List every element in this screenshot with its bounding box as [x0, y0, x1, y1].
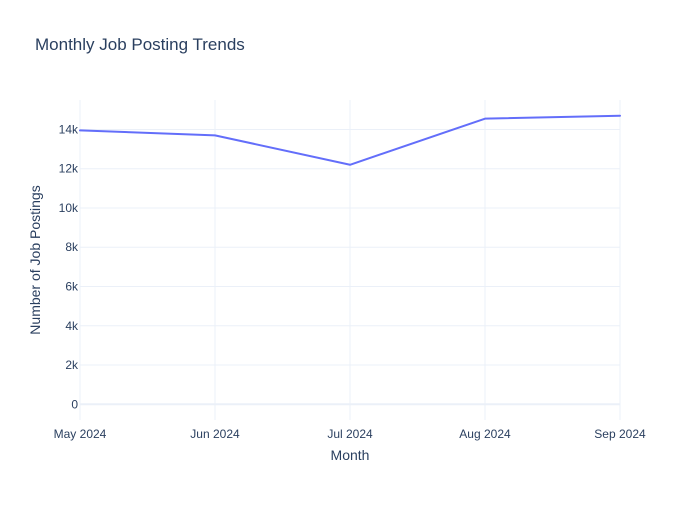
- y-tick-label: 8k: [65, 240, 79, 254]
- x-tick-label: Jun 2024: [190, 427, 240, 441]
- y-tick-label: 14k: [59, 122, 79, 136]
- y-tick-label: 10k: [59, 201, 79, 215]
- data-point[interactable]: [347, 162, 353, 168]
- y-tick-labels: 0 2k 4k 6k 8k 10k 12k 14k: [59, 122, 79, 411]
- chart-title: Monthly Job Posting Trends: [35, 35, 245, 54]
- data-point[interactable]: [482, 116, 488, 122]
- x-tick-label: May 2024: [54, 427, 107, 441]
- data-point[interactable]: [212, 132, 218, 138]
- x-tick-label: Aug 2024: [459, 427, 511, 441]
- grid-lines: [80, 100, 620, 420]
- data-point[interactable]: [617, 113, 623, 119]
- y-tick-label: 6k: [65, 280, 79, 294]
- x-tick-label: Sep 2024: [594, 427, 646, 441]
- x-tick-label: Jul 2024: [327, 427, 373, 441]
- x-tick-labels: May 2024 Jun 2024 Jul 2024 Aug 2024 Sep 2024: [54, 427, 646, 441]
- x-axis-title: Month: [331, 447, 370, 463]
- y-tick-label: 4k: [65, 319, 79, 333]
- y-tick-label: 2k: [65, 358, 79, 372]
- y-tick-label: 12k: [59, 162, 79, 176]
- y-axis-title: Number of Job Postings: [27, 185, 43, 334]
- y-tick-label: 0: [71, 397, 78, 411]
